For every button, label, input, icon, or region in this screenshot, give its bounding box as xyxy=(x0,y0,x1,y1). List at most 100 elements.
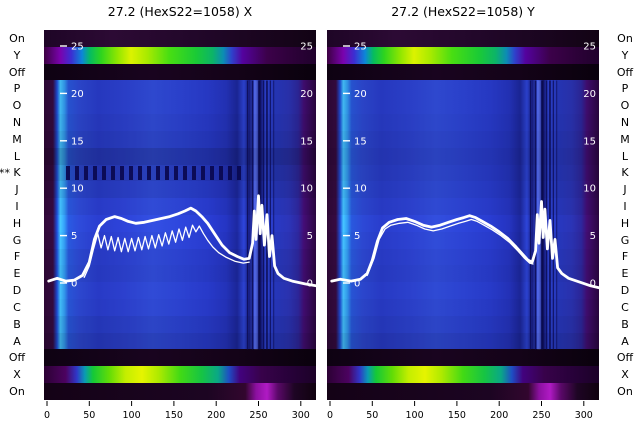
heatmap-row xyxy=(327,80,599,98)
row-label-b-17: B xyxy=(2,316,32,333)
heatmap-panel-x: 25 25 20 20 15 15 10 10 5 5 0 0 0 50 100 150 200 250 300 xyxy=(44,30,318,421)
k-row-dashes xyxy=(65,166,246,180)
row-label-a-18: A xyxy=(2,333,32,350)
row-label-y-1: Y xyxy=(610,47,640,64)
row-label-j-9: J xyxy=(2,181,32,198)
row-label-text: I xyxy=(15,200,19,214)
row-label-text: P xyxy=(13,82,21,96)
row-label-x-20: X xyxy=(2,366,32,383)
row-label-g-12: G xyxy=(2,232,32,249)
row-label-h-11: H xyxy=(610,215,640,232)
heatmap-row xyxy=(327,130,599,148)
row-label-g-12: G xyxy=(610,232,640,249)
x-tick-label: 50 xyxy=(83,410,95,421)
x-tick-label: 250 xyxy=(532,410,550,421)
x-tick-label: 150 xyxy=(448,410,466,421)
heatmap-row xyxy=(44,130,316,148)
row-label-text: Off xyxy=(616,65,634,79)
row-label-b-17: B xyxy=(610,316,640,333)
x-tick-label: 150 xyxy=(165,410,183,421)
heatmap-row xyxy=(327,248,599,266)
row-label-text: N xyxy=(12,115,22,129)
row-label-text: J xyxy=(623,183,627,197)
heatmap-row xyxy=(327,332,599,350)
heatmap-row xyxy=(44,248,316,266)
heatmap-row xyxy=(327,265,599,283)
row-label-k-8: K xyxy=(610,165,640,182)
heatmap-row xyxy=(44,63,316,81)
x-tick-label: 250 xyxy=(249,410,267,421)
row-label-text: Off xyxy=(8,351,26,365)
row-label-text: D xyxy=(12,284,22,298)
row-label-on-0: On xyxy=(2,30,32,47)
row-label-text: Y xyxy=(13,48,21,62)
panel-title-y: 27.2 (HexS22=1058) Y xyxy=(391,4,535,19)
row-label-text: E xyxy=(13,267,21,281)
heatmap-row xyxy=(327,30,599,47)
panel-title-x: 27.2 (HexS22=1058) X xyxy=(107,4,253,19)
heatmap-row xyxy=(327,349,599,367)
row-label-h-11: H xyxy=(2,215,32,232)
row-label-f-13: F xyxy=(610,249,640,266)
row-label-a-18: A xyxy=(610,333,640,350)
x-tick-label: 300 xyxy=(292,410,310,421)
heatmap-row xyxy=(327,198,599,215)
row-label-d-15: D xyxy=(2,282,32,299)
row-label-m-6: M xyxy=(2,131,32,148)
row-label-text: H xyxy=(620,216,630,230)
row-label-k-8: ** K xyxy=(0,165,32,182)
row-label-text: On xyxy=(9,31,25,45)
row-label-text: Y xyxy=(621,48,629,62)
heatmap-row xyxy=(44,332,316,350)
heatmap-row xyxy=(327,299,599,316)
row-label-x-20: X xyxy=(610,366,640,383)
heatmap-row xyxy=(44,181,316,199)
x-tick-label: 0 xyxy=(44,410,50,421)
heatmap-row xyxy=(327,97,599,115)
heatmap-row xyxy=(327,231,599,249)
row-label-c-16: C xyxy=(2,299,32,316)
x-tick-label: 50 xyxy=(366,410,378,421)
heatmap-row xyxy=(327,114,599,131)
row-label-text: G xyxy=(12,233,22,247)
x-tick-label: 200 xyxy=(490,410,508,421)
row-label-f-13: F xyxy=(2,249,32,266)
heatmap-row xyxy=(44,114,316,131)
row-label-on-0: On xyxy=(610,30,640,47)
row-label-off-19: Off xyxy=(2,349,32,366)
row-label-text: P xyxy=(621,82,629,96)
heatmap-row xyxy=(44,315,316,333)
row-label-text: B xyxy=(621,317,629,331)
row-label-text: M xyxy=(620,132,630,146)
row-label-text: X xyxy=(621,368,629,382)
row-label-text: F xyxy=(621,250,629,264)
heatmap-row xyxy=(327,181,599,199)
heatmap-row xyxy=(44,46,316,64)
row-label-on-21: On xyxy=(610,383,640,400)
row-label-text: E xyxy=(621,267,629,281)
heatmap-row xyxy=(44,30,316,47)
row-label-text: On xyxy=(617,384,633,398)
row-label-e-14: E xyxy=(610,265,640,282)
row-label-p-3: P xyxy=(610,80,640,97)
row-label-y-1: Y xyxy=(2,47,32,64)
row-label-text: H xyxy=(12,216,22,230)
row-label-n-5: N xyxy=(610,114,640,131)
row-label-text: C xyxy=(621,300,629,314)
row-label-text: A xyxy=(621,334,629,348)
row-label-text: M xyxy=(12,132,22,146)
row-label-o-4: O xyxy=(2,97,32,114)
heatmap-row xyxy=(44,97,316,115)
heatmap-row xyxy=(44,231,316,249)
k-row-marker: ** xyxy=(0,166,10,180)
heatmap-row xyxy=(44,366,316,384)
row-label-text: L xyxy=(13,149,21,163)
row-label-text: K xyxy=(621,166,629,180)
heatmap-row xyxy=(44,147,316,165)
row-label-j-9: J xyxy=(610,181,640,198)
row-label-text: On xyxy=(9,384,25,398)
row-labels-left: On Y Off P O N M L ** K J I H G F E D C B A Off X On xyxy=(0,30,32,400)
heatmap-row xyxy=(327,214,599,232)
row-label-off-2: Off xyxy=(2,64,32,81)
row-label-text: G xyxy=(620,233,630,247)
